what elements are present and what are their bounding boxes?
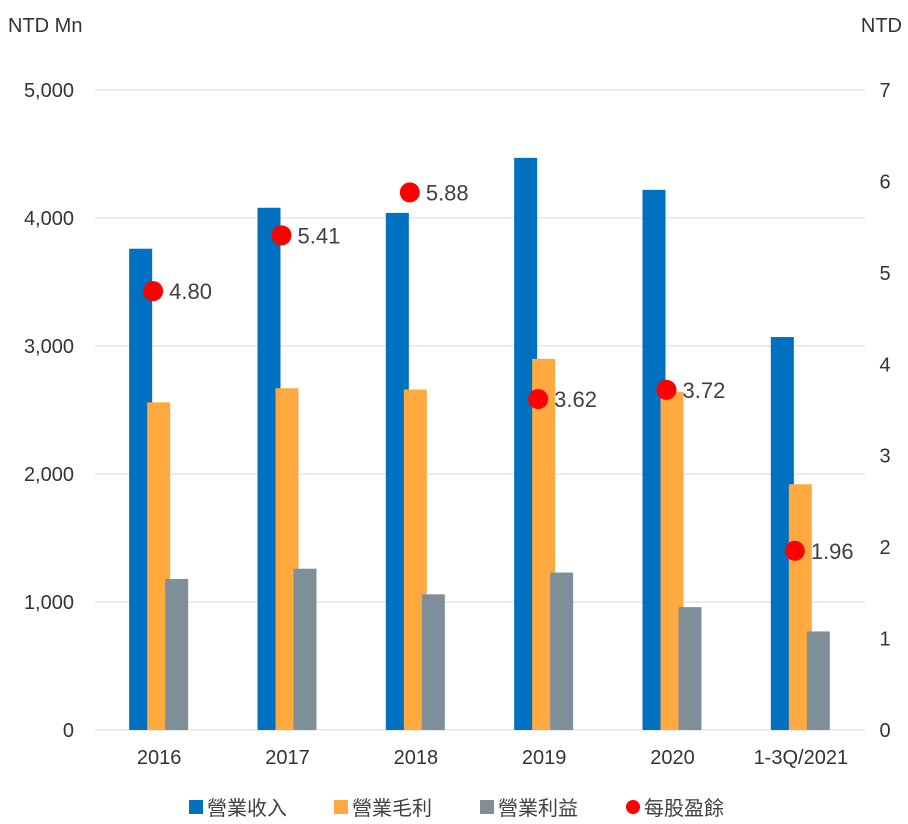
left-tick-label: 5,000 <box>24 80 74 102</box>
left-tick-label: 2,000 <box>24 464 74 486</box>
bar <box>385 212 409 730</box>
bar <box>293 568 317 730</box>
right-tick-label: 4 <box>879 354 890 376</box>
left-tick-label: 1,000 <box>24 592 74 614</box>
right-tick-label: 1 <box>879 629 890 651</box>
legend-marker <box>626 800 640 814</box>
bar <box>403 389 427 730</box>
right-tick-label: 2 <box>879 537 890 559</box>
x-tick-label: 2016 <box>137 747 182 769</box>
right-tick-label: 5 <box>879 263 890 285</box>
bar <box>514 157 538 731</box>
legend-marker <box>480 800 494 814</box>
eps-point <box>399 182 420 203</box>
eps-label: 1.96 <box>811 539 854 564</box>
bar <box>678 607 702 730</box>
eps-point <box>784 540 805 561</box>
bar <box>806 631 830 730</box>
legend-marker <box>334 800 348 814</box>
x-tick-label: 2019 <box>522 747 567 769</box>
left-axis: 0 1,000 2,000 3,000 4,000 5,000 <box>24 80 74 742</box>
eps-label: 3.62 <box>554 387 597 412</box>
eps-points: 4.80 5.41 5.88 3.62 3.72 1.96 <box>143 180 854 564</box>
bar <box>275 388 299 730</box>
bar <box>642 189 666 731</box>
bar <box>550 572 574 730</box>
bar <box>147 402 171 730</box>
left-tick-label: 4,000 <box>24 208 74 230</box>
legend-label: 營業毛利 <box>352 797 432 820</box>
bars <box>129 157 830 731</box>
right-tick-label: 3 <box>879 446 890 468</box>
eps-point <box>656 379 677 400</box>
eps-label: 5.88 <box>426 180 469 205</box>
legend-marker <box>189 800 203 814</box>
legend-label: 營業利益 <box>498 797 578 820</box>
eps-label: 5.41 <box>298 223 341 248</box>
eps-point <box>528 389 549 410</box>
eps-label: 4.80 <box>169 279 212 304</box>
right-tick-label: 7 <box>879 80 890 102</box>
x-tick-label: 2017 <box>265 747 310 769</box>
x-tick-label: 2020 <box>650 747 695 769</box>
x-tick-label: 1-3Q/2021 <box>754 747 849 769</box>
right-tick-label: 6 <box>879 171 890 193</box>
bar <box>421 594 445 730</box>
x-axis: 2016 2017 2018 2019 2020 1-3Q/2021 <box>137 747 848 769</box>
bar <box>660 392 684 730</box>
legend-label: 營業收入 <box>207 797 287 820</box>
bar <box>257 207 281 730</box>
bar <box>129 248 153 730</box>
right-axis: 0 1 2 3 4 5 6 7 <box>879 80 890 742</box>
left-tick-label: 0 <box>63 720 74 742</box>
eps-point <box>271 225 292 246</box>
eps-label: 3.72 <box>683 378 726 403</box>
bar <box>532 358 556 730</box>
left-axis-unit: NTD Mn <box>8 15 82 37</box>
legend: 營業收入 營業毛利 營業利益 每股盈餘 <box>189 797 724 820</box>
right-axis-unit: NTD <box>861 15 902 37</box>
gridlines <box>95 89 865 731</box>
bar <box>770 337 794 730</box>
legend-label: 每股盈餘 <box>644 797 724 820</box>
bar <box>165 578 189 730</box>
right-tick-label: 0 <box>879 720 890 742</box>
eps-point <box>143 281 164 302</box>
left-tick-label: 3,000 <box>24 336 74 358</box>
x-tick-label: 2018 <box>394 747 439 769</box>
